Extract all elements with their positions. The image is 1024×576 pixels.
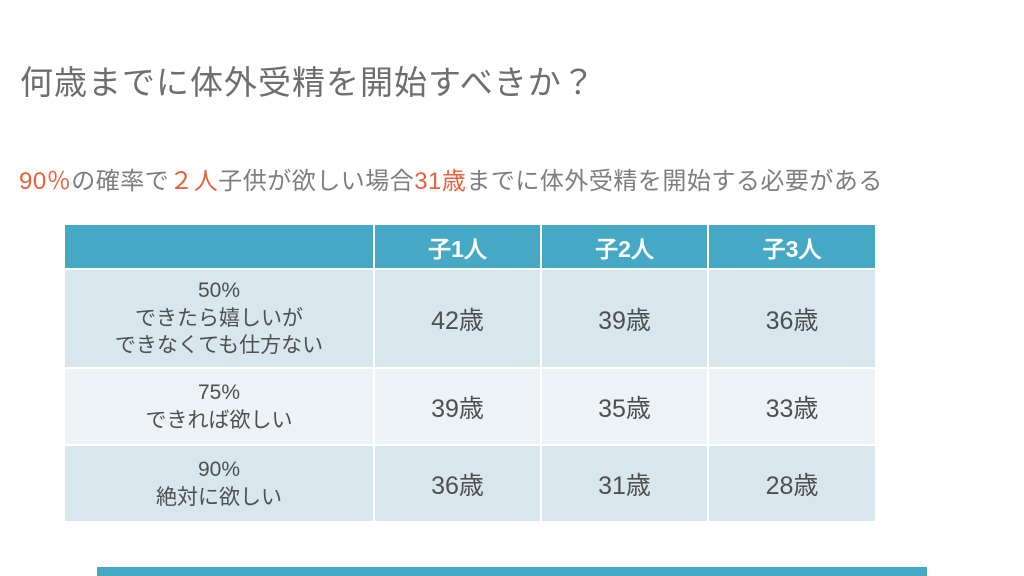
row-label-cell: 75% できれば欲しい bbox=[65, 369, 373, 444]
row-label-cell: 50% できたら嬉しいが できなくても仕方ない bbox=[65, 270, 373, 367]
row-label-line: できなくても仕方ない bbox=[114, 334, 324, 358]
subtitle-highlight-segment: ２人 bbox=[169, 168, 219, 195]
row-label-line: 絶対に欲しい bbox=[156, 485, 282, 509]
row-label-line: できたら嬉しいが bbox=[135, 306, 303, 330]
row-label-line: 50% bbox=[197, 278, 241, 302]
subtitle: 90％の確率で２人子供が欲しい場合31歳までに体外受精を開始する必要がある bbox=[19, 161, 883, 196]
subtitle-highlight-segment: 31歳 bbox=[414, 168, 467, 195]
age-cell: 36歳 bbox=[709, 270, 875, 367]
age-cell: 35歳 bbox=[542, 369, 707, 444]
age-cell: 42歳 bbox=[375, 270, 540, 367]
footer-accent-bar bbox=[97, 567, 927, 576]
age-cell: 28歳 bbox=[709, 446, 875, 521]
table-header-cell: 子1人 bbox=[375, 225, 540, 268]
subtitle-highlight-segment: 90％ bbox=[19, 168, 72, 195]
age-cell: 31歳 bbox=[542, 446, 707, 521]
row-label-line: 75% bbox=[197, 380, 241, 404]
table-corner-cell bbox=[65, 225, 373, 268]
ivf-age-table: 子1人 子2人 子3人 50% できたら嬉しいが できなくても仕方ない 42歳 39歳 36歳 7… bbox=[65, 225, 875, 521]
row-label-line: 90% bbox=[197, 457, 241, 481]
subtitle-segment: 子供が欲しい場合 bbox=[218, 168, 415, 195]
row-label-cell: 90% 絶対に欲しい bbox=[65, 446, 373, 521]
age-cell: 33歳 bbox=[709, 369, 875, 444]
table-header-cell: 子3人 bbox=[709, 225, 875, 268]
subtitle-segment: までに体外受精を開始する必要がある bbox=[466, 168, 883, 195]
row-label-line: できれば欲しい bbox=[145, 408, 293, 432]
age-cell: 36歳 bbox=[375, 446, 540, 521]
age-cell: 39歳 bbox=[375, 369, 540, 444]
subtitle-segment: の確率で bbox=[71, 168, 170, 195]
age-cell: 39歳 bbox=[542, 270, 707, 367]
page-title: 何歳までに体外受精を開始すべきか？ bbox=[20, 64, 596, 101]
table-header-cell: 子2人 bbox=[542, 225, 707, 268]
